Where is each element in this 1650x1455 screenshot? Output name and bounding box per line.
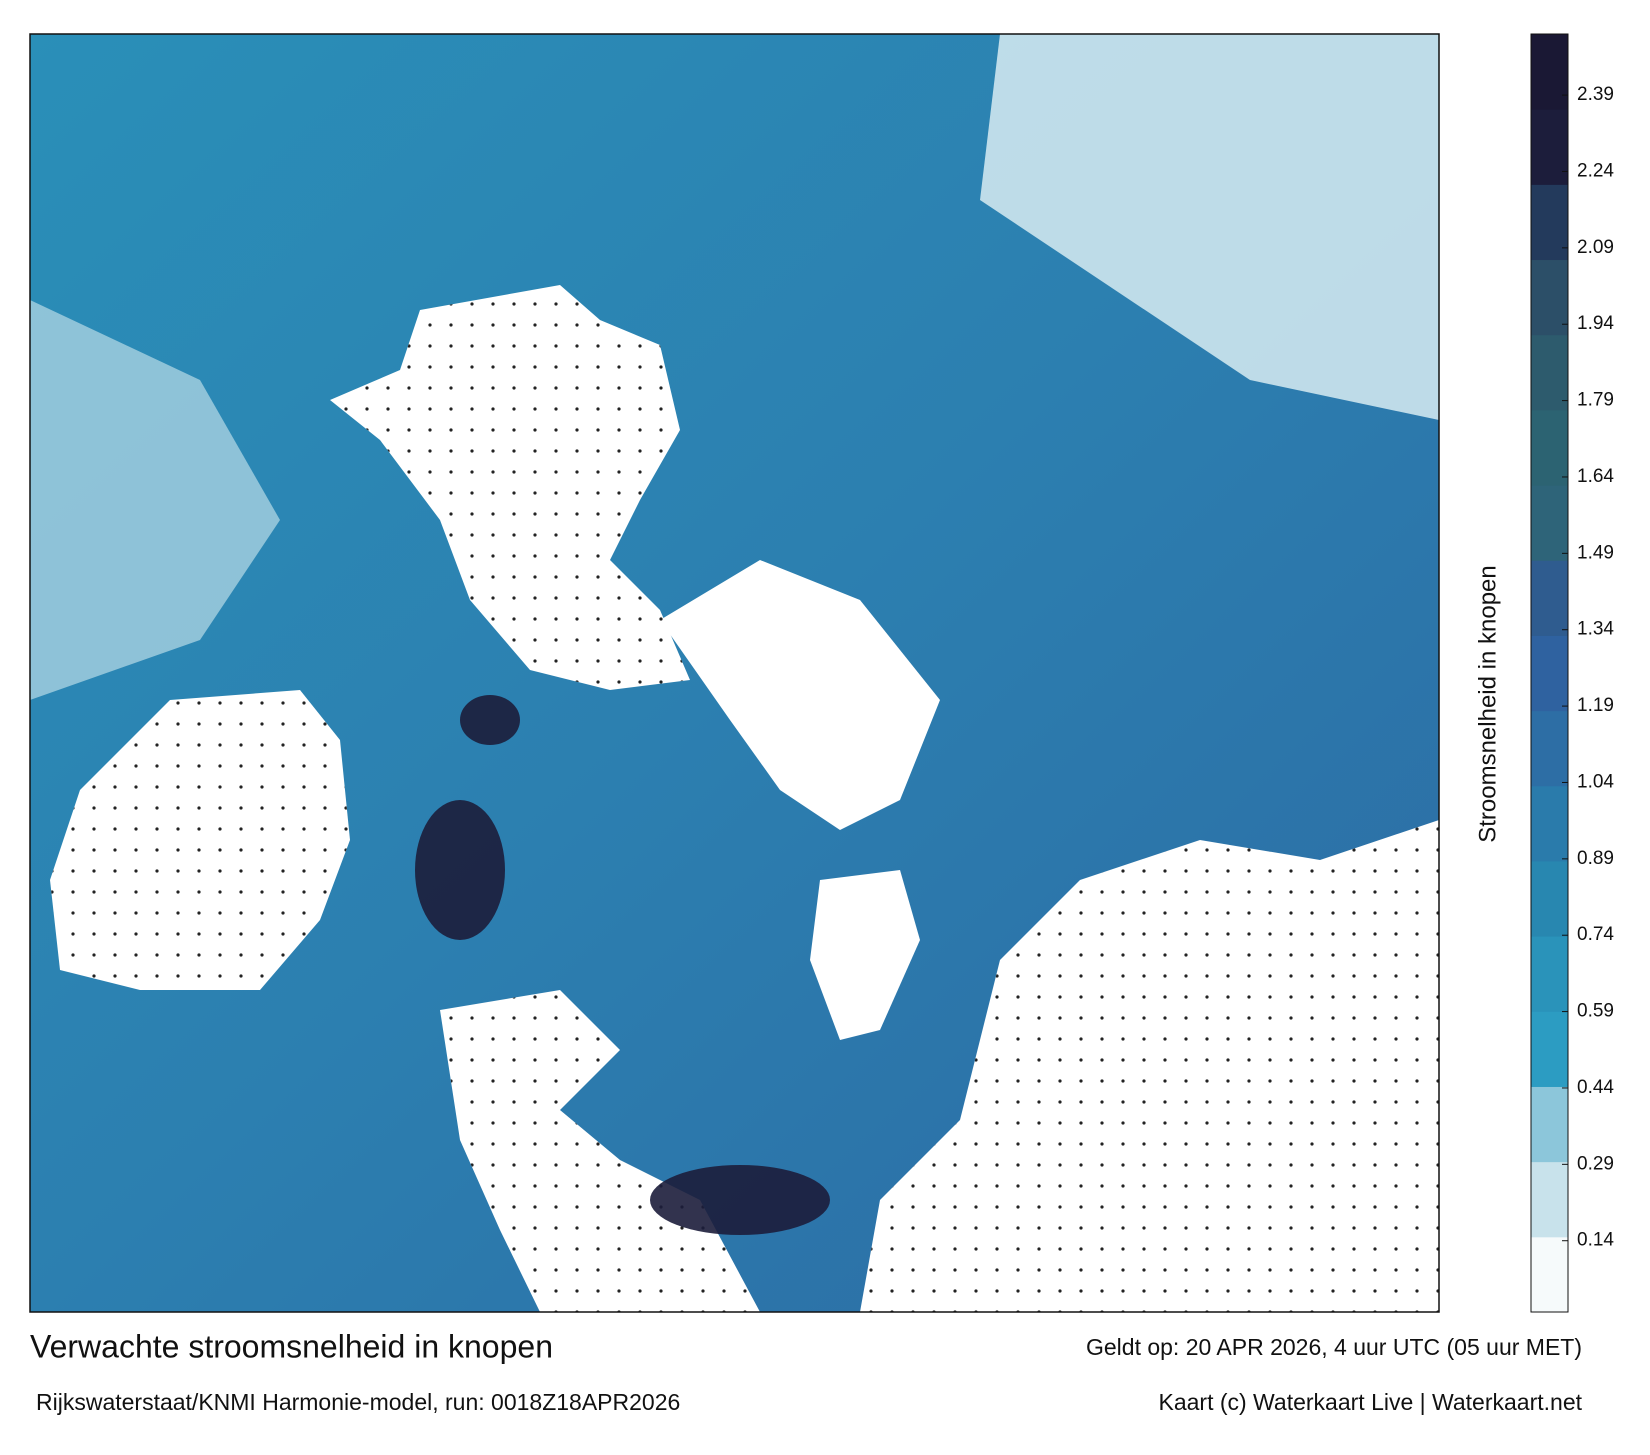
colorbar-band	[1531, 1086, 1568, 1163]
colorbar-band	[1531, 259, 1568, 336]
credit: Kaart (c) Waterkaart Live | Waterkaart.n…	[1158, 1389, 1582, 1415]
colorbar-tick-label: 1.49	[1577, 542, 1614, 563]
colorbar-tick-label: 1.04	[1577, 771, 1614, 792]
colorbar-band	[1531, 560, 1568, 636]
colorbar-tick-label: 1.64	[1577, 466, 1614, 487]
colorbar-band	[1531, 860, 1568, 937]
colorbar-tick-label: 0.44	[1577, 1077, 1614, 1098]
colorbar-band	[1531, 34, 1568, 110]
colorbar-tick-label: 2.24	[1577, 160, 1614, 181]
colorbar-tick-label: 1.79	[1577, 390, 1614, 411]
colorbar-tick-label: 2.09	[1577, 237, 1614, 258]
colorbar-tick-label: 0.59	[1577, 1001, 1614, 1022]
colorbar-band	[1531, 334, 1568, 411]
colorbar-band	[1531, 409, 1568, 486]
colorbar-band	[1531, 1161, 1568, 1238]
colorbar-tick-label: 0.74	[1577, 924, 1614, 945]
colorbar-tick-label: 1.94	[1577, 313, 1614, 334]
colorbar-band	[1531, 184, 1568, 261]
map-subtitle: Rijkswaterstaat/KNMI Harmonie-model, run…	[36, 1389, 680, 1415]
colorbar-band	[1531, 1236, 1568, 1313]
calm-water	[980, 34, 1439, 420]
colorbar-band	[1531, 1011, 1568, 1087]
colorbar-tick-label: 0.14	[1577, 1230, 1614, 1251]
strong-current	[415, 695, 830, 1235]
colorbar-tick-label: 0.89	[1577, 848, 1614, 869]
colorbar: 0.14 0.29 0.44 0.59 0.74 0.89 1.04 1.19 1.34 1.49…	[1530, 33, 1614, 1313]
map-frame	[29, 33, 1440, 1313]
land-grid	[50, 285, 1439, 1312]
colorbar-label: Stroomsnelheid in knopen	[1474, 565, 1501, 843]
colorbar-frame	[1530, 33, 1569, 1313]
colorbar-band	[1531, 710, 1568, 787]
map-title: Verwachte stroomsnelheid in knopen	[30, 1328, 553, 1364]
map	[30, 34, 1439, 1312]
calm-water	[30, 300, 280, 700]
valid-time: Geldt op: 20 APR 2026, 4 uur UTC (05 uur…	[1086, 1334, 1582, 1360]
colorbar-tick-label: 1.34	[1577, 619, 1614, 640]
colorbar-tick-label: 0.29	[1577, 1153, 1614, 1174]
colorbar-band	[1531, 785, 1568, 862]
colorbar-band	[1531, 635, 1568, 712]
colorbar-band	[1531, 936, 1568, 1012]
colorbar-tick-label: 1.19	[1577, 695, 1614, 716]
colorbar-band	[1531, 109, 1568, 185]
colorbar-tick-label: 2.39	[1577, 84, 1614, 105]
colorbar-band	[1531, 485, 1568, 561]
